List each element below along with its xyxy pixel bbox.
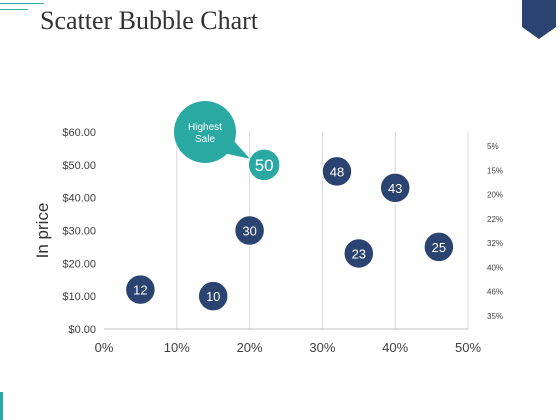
x-tick-label: 10% bbox=[164, 340, 190, 355]
data-point-bubble bbox=[343, 237, 375, 270]
left-accent-bar bbox=[0, 392, 3, 420]
right-axis-label: 20% bbox=[487, 191, 503, 200]
data-point-bubble bbox=[321, 155, 353, 188]
x-tick-label: 20% bbox=[237, 340, 263, 355]
y-tick-label: $30.00 bbox=[62, 226, 96, 238]
right-axis-label: 32% bbox=[487, 239, 503, 248]
data-point-label: 23 bbox=[352, 246, 366, 261]
y-tick-label: $50.00 bbox=[62, 160, 96, 172]
data-point-label: 48 bbox=[330, 164, 344, 179]
x-tick-label: 0% bbox=[95, 340, 114, 355]
data-point-label: 43 bbox=[388, 181, 402, 196]
data-point-label: 25 bbox=[432, 240, 446, 255]
data-point-label: 12 bbox=[133, 283, 147, 298]
y-tick-label: $0.00 bbox=[68, 324, 96, 336]
callout-pointer bbox=[219, 140, 251, 159]
x-tick-label: 40% bbox=[382, 340, 408, 355]
data-point-bubble bbox=[379, 172, 411, 204]
right-axis-label: 40% bbox=[487, 263, 503, 272]
data-point-label: 10 bbox=[206, 289, 220, 304]
callout-text: Sale bbox=[195, 134, 215, 145]
data-point-bubble bbox=[247, 148, 281, 182]
y-axis-title: In price bbox=[33, 203, 52, 259]
data-point-label: 30 bbox=[242, 224, 256, 239]
corner-bookmark-icon bbox=[522, 0, 556, 39]
y-tick-label: $60.00 bbox=[62, 127, 96, 139]
y-tick-label: $40.00 bbox=[62, 193, 96, 205]
right-axis-label: 46% bbox=[487, 288, 503, 297]
right-axis-label: 35% bbox=[487, 312, 503, 321]
data-point-bubble bbox=[124, 273, 157, 306]
decorative-line bbox=[0, 9, 28, 10]
data-point-bubble bbox=[423, 231, 455, 263]
right-axis-label: 15% bbox=[487, 166, 503, 175]
callout-bubble bbox=[174, 101, 236, 163]
callout-text: Highest bbox=[188, 122, 222, 133]
decorative-line bbox=[0, 3, 44, 4]
x-tick-label: 50% bbox=[455, 340, 481, 355]
x-tick-label: 30% bbox=[309, 340, 335, 355]
y-tick-label: $10.00 bbox=[62, 291, 96, 303]
slide-title: Scatter Bubble Chart bbox=[40, 6, 259, 35]
data-point-bubble bbox=[197, 280, 229, 312]
right-axis-label: 22% bbox=[487, 215, 503, 224]
data-point-label: 50 bbox=[255, 156, 274, 175]
right-axis-label: 5% bbox=[487, 142, 499, 151]
y-tick-label: $20.00 bbox=[62, 258, 96, 270]
data-point-bubble bbox=[233, 214, 266, 247]
